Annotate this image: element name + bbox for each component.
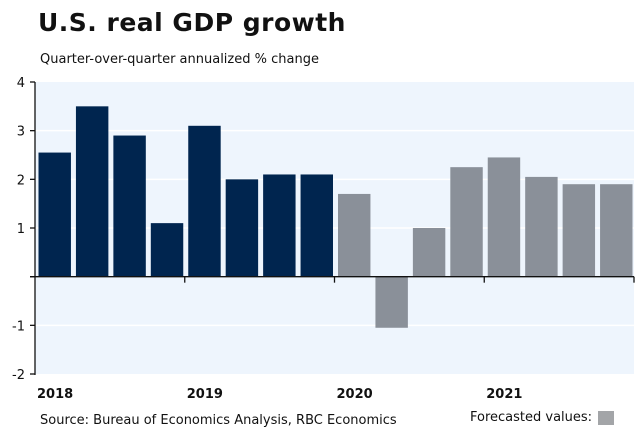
- legend-swatch-forecast: [598, 410, 615, 425]
- chart-title: U.S. real GDP growth: [38, 8, 346, 37]
- y-tick-label: 1: [17, 222, 25, 237]
- bar-2018-q1: [38, 152, 71, 277]
- bar-2018-q3: [113, 135, 146, 277]
- bar-2019-q3: [263, 174, 296, 277]
- source-note: Source: Bureau of Economics Analysis, RB…: [40, 413, 397, 428]
- bar-2018-q4: [150, 223, 184, 277]
- bar-2020-q3: [412, 228, 446, 277]
- x-tick-label: 2019: [187, 387, 223, 402]
- y-axis-ticks: 4 3 2 1 -1 -2: [12, 76, 35, 383]
- x-tick-label: 2021: [486, 387, 522, 402]
- y-tick-label: 4: [17, 76, 25, 91]
- y-tick-label: -2: [12, 368, 25, 383]
- y-tick-label: 3: [17, 125, 25, 140]
- x-axis-ticks: 2018 2019 2020 2021: [37, 276, 635, 402]
- bars: [38, 106, 633, 328]
- legend: Forecasted values:: [470, 410, 615, 425]
- bar-2020-q2: [375, 276, 408, 328]
- bar-2019-q2: [225, 179, 259, 277]
- x-tick-label: 2020: [337, 387, 373, 402]
- bar-2019-q4: [300, 174, 333, 277]
- bar-2021-q3: [562, 184, 596, 277]
- bar-2020-q4: [450, 167, 483, 277]
- x-tick-label: 2018: [37, 387, 73, 402]
- y-tick-label: 2: [17, 173, 25, 188]
- bar-2021-q4: [600, 184, 633, 277]
- legend-label: Forecasted values:: [470, 410, 593, 425]
- bar-2020-q1: [338, 193, 371, 277]
- y-tick-label: -1: [12, 319, 25, 334]
- bar-2019-q1: [188, 125, 221, 277]
- chart-subtitle: Quarter-over-quarter annualized % change: [40, 52, 319, 67]
- bar-2021-q1: [487, 157, 521, 277]
- bar-2021-q2: [525, 176, 558, 277]
- bar-2018-q2: [75, 106, 109, 277]
